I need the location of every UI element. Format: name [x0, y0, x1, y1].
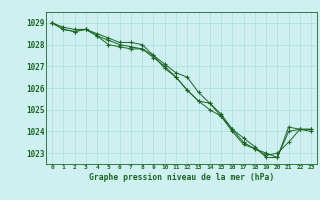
X-axis label: Graphe pression niveau de la mer (hPa): Graphe pression niveau de la mer (hPa): [89, 173, 274, 182]
